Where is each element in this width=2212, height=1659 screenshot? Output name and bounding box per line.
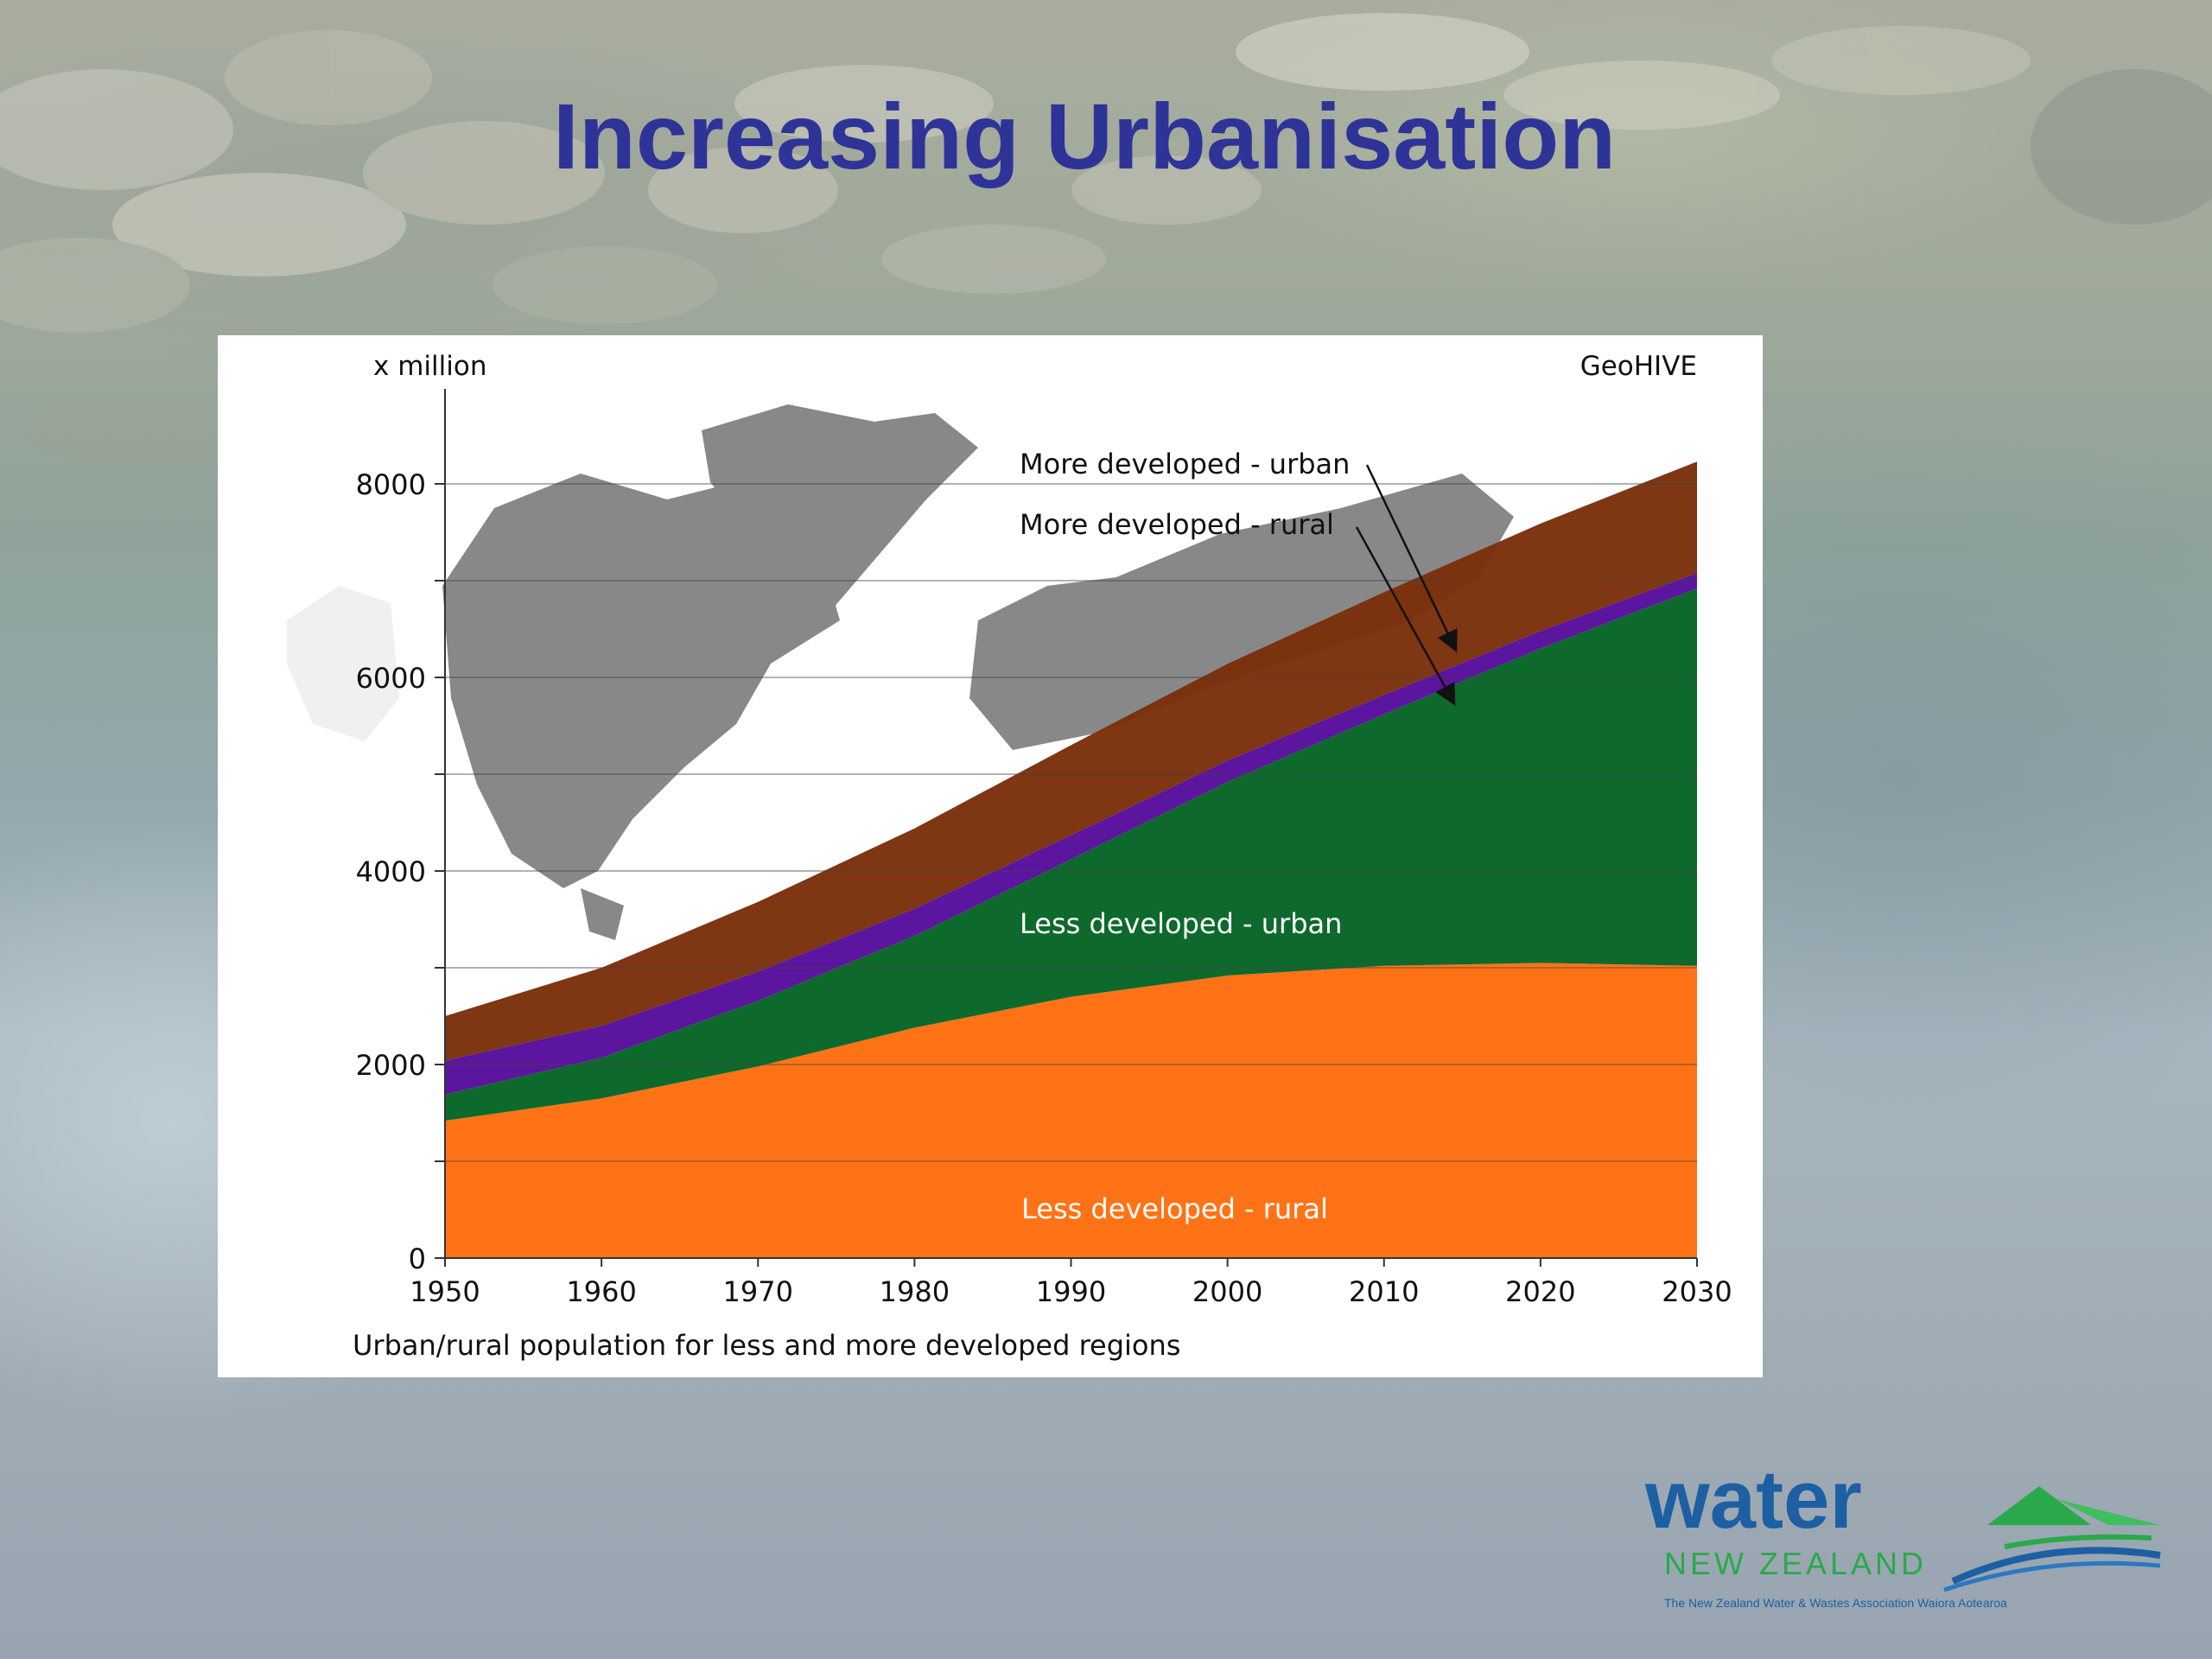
y-tick-label: 4000 xyxy=(356,855,426,888)
arrow-more-developed-rural xyxy=(1355,526,1456,706)
annotation-more-developed-rural: More developed - rural xyxy=(1020,508,1334,541)
slide-title: Increasing Urbanisation xyxy=(552,84,1617,188)
area-less-developed-rural xyxy=(445,963,1697,1258)
x-tick-label: 2010 xyxy=(1349,1275,1419,1308)
logo-subtitle: NEW ZEALAND xyxy=(1664,1546,1927,1581)
chart-labels: 0 2000 4000 6000 8000 1950 1960 1970 1980 1990 200… xyxy=(353,351,1732,1362)
x-tick-label: 2030 xyxy=(1662,1275,1732,1308)
x-tick-label: 1980 xyxy=(880,1275,950,1308)
y-tick-label: 2000 xyxy=(356,1049,426,1082)
y-tick-label: 0 xyxy=(409,1243,426,1275)
chart-caption: Urban/rural population for less and more… xyxy=(353,1329,1180,1362)
x-tick-label: 1950 xyxy=(410,1275,480,1308)
annotation-more-developed-urban: More developed - urban xyxy=(1020,448,1350,480)
background-river-image xyxy=(0,13,2212,467)
y-tick-label: 6000 xyxy=(356,662,426,695)
source-label: GeoHIVE xyxy=(1580,351,1697,382)
population-area-chart: 0 2000 4000 6000 8000 1950 1960 1970 1980 1990 200… xyxy=(287,351,1732,1362)
gridlines xyxy=(445,483,1697,1162)
y-unit-label: x million xyxy=(373,351,486,382)
area-more-developed-urban xyxy=(445,461,1697,1061)
arrow-more-developed-urban xyxy=(1365,464,1458,653)
y-tick-label: 8000 xyxy=(356,468,426,501)
x-tick-label: 2020 xyxy=(1505,1275,1575,1308)
logo-tagline: The New Zealand Water & Wastes Associati… xyxy=(1664,1596,2007,1610)
annotation-less-developed-rural: Less developed - rural xyxy=(1021,1192,1328,1225)
x-tick-label: 2000 xyxy=(1192,1275,1262,1308)
x-tick-label: 1970 xyxy=(723,1275,793,1308)
logo-word: water xyxy=(1644,1460,1862,1546)
logo-mark-icon xyxy=(1943,1486,2161,1592)
x-tick-label: 1990 xyxy=(1036,1275,1106,1308)
annotation-less-developed-urban: Less developed - urban xyxy=(1020,907,1342,940)
water-new-zealand-logo: water NEW ZEALAND The New Zealand Water … xyxy=(1644,1460,2161,1610)
stacked-areas xyxy=(445,461,1697,1258)
area-more-developed-rural xyxy=(445,573,1697,1095)
chart-panel: 0 2000 4000 6000 8000 1950 1960 1970 1980 1990 200… xyxy=(218,335,1763,1377)
axes xyxy=(435,389,1698,1267)
x-tick-label: 1960 xyxy=(566,1275,636,1308)
area-less-developed-urban xyxy=(445,588,1697,1121)
